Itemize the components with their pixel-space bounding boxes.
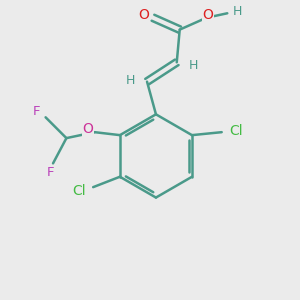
Text: F: F: [32, 106, 40, 118]
Text: O: O: [202, 8, 213, 22]
Text: H: H: [126, 74, 135, 87]
Text: F: F: [46, 167, 54, 179]
Text: O: O: [83, 122, 94, 136]
Text: Cl: Cl: [229, 124, 243, 138]
Text: O: O: [139, 8, 149, 22]
Text: H: H: [188, 59, 198, 72]
Text: H: H: [233, 5, 242, 18]
Text: Cl: Cl: [73, 184, 86, 198]
